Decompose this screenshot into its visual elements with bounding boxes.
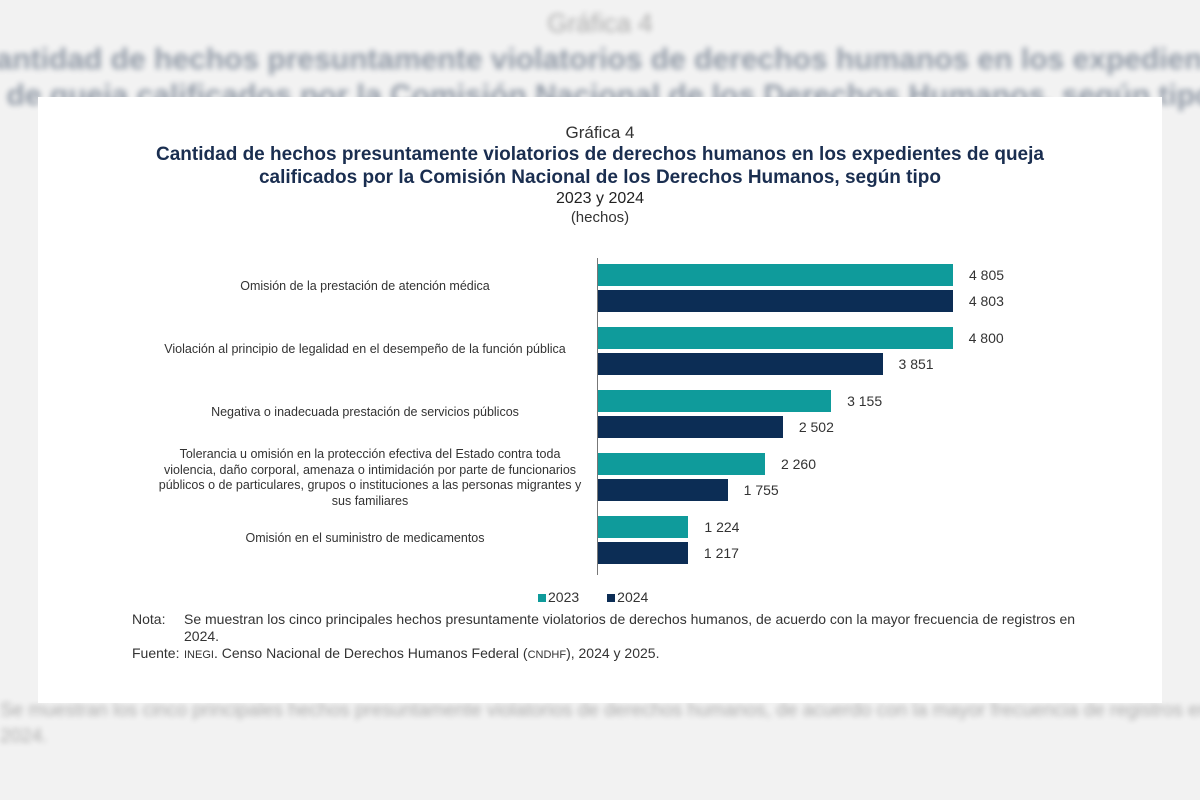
bg-note: Se muestran los cinco principales hechos… — [0, 700, 1200, 747]
chart-header: Gráfica 4 Cantidad de hechos presuntamen… — [38, 123, 1162, 226]
data-label: 3 851 — [898, 356, 934, 372]
note-text: Se muestran los cinco principales hechos… — [184, 611, 1076, 644]
category-label: Violación al principio de legalidad en e… — [164, 342, 566, 357]
source-text-2: ), 2024 y 2025. — [566, 645, 660, 661]
data-label: 2 502 — [798, 419, 834, 435]
source-text-1: . Censo Nacional de Derechos Humanos Fed… — [213, 645, 528, 661]
source-row: Fuente: INEGI. Censo Nacional de Derechos… — [132, 645, 1082, 664]
legend-label: 2024 — [617, 589, 649, 605]
chart-units: (hechos) — [570, 209, 630, 226]
legend-swatch-2024 — [607, 594, 616, 602]
bar-2023 — [598, 327, 953, 349]
bar-2023 — [598, 516, 689, 538]
chart-card: Gráfica 4 Cantidad de hechos presuntamen… — [38, 97, 1162, 703]
data-label: 4 805 — [969, 267, 1005, 283]
bar-2023 — [598, 390, 832, 412]
source-text: INEGI. Censo Nacional de Derechos Humano… — [184, 645, 659, 664]
data-label: 4 803 — [968, 293, 1004, 309]
source-abbr: CNDHF — [527, 649, 567, 661]
notes: Nota: Se muestran los cinco principales h… — [132, 611, 1082, 664]
source-org: INEGI — [184, 649, 214, 661]
bar-2024 — [598, 353, 883, 375]
chart-number: Gráfica 4 — [565, 123, 635, 142]
legend-item-2024: 2024 — [607, 589, 648, 605]
note-label: Nota: — [132, 611, 166, 627]
bar-2024 — [598, 479, 728, 501]
data-label: 1 217 — [703, 545, 739, 561]
category-label: Omisión en el suministro de medicamentos — [245, 531, 485, 546]
bar-2023 — [598, 453, 765, 475]
bar-2024 — [598, 542, 688, 564]
data-label: 1 755 — [743, 482, 779, 498]
source-label: Fuente: — [132, 645, 180, 661]
y-axis-line — [597, 258, 598, 575]
category-label: Tolerancia u omisión en la protección ef… — [158, 447, 582, 508]
chart-subtitle: 2023 y 2024 — [555, 190, 645, 207]
bar-2023 — [598, 264, 953, 286]
data-label: 1 224 — [704, 519, 740, 535]
category-label: Omisión de la prestación de atención méd… — [240, 279, 490, 294]
chart-title: Cantidad de hechos presuntamente violato… — [156, 144, 1044, 188]
data-label: 2 260 — [780, 456, 817, 472]
note-row: Nota: Se muestran los cinco principales h… — [132, 611, 1082, 645]
data-label: 4 800 — [968, 330, 1004, 346]
bar-2024 — [598, 290, 953, 312]
legend-label: 2023 — [548, 589, 580, 605]
legend-swatch-2023 — [538, 594, 546, 602]
bg-header: Gráfica 4 — [547, 8, 653, 38]
data-label: 3 155 — [847, 393, 883, 409]
legend: 2023 2024 — [538, 589, 648, 605]
category-label: Negativa o inadecuada prestación de serv… — [211, 405, 519, 420]
bar-2024 — [598, 416, 783, 438]
legend-item-2023: 2023 — [538, 589, 579, 605]
